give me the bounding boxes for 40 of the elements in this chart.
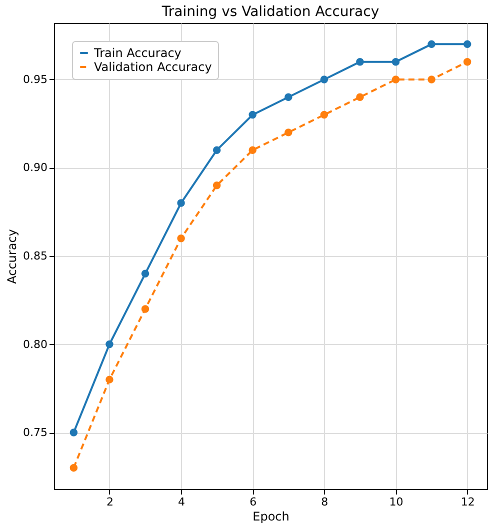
point [177,199,185,207]
point [284,128,292,136]
x-tick-label: 10 [389,496,404,508]
y-tick-label: 0.80 [23,338,48,351]
chart-title: Training vs Validation Accuracy [160,4,380,20]
point [392,76,400,84]
x-tick-label: 6 [250,496,257,508]
point [141,305,150,313]
point [463,58,472,66]
point [392,58,400,66]
point [177,234,185,242]
x-tick-label: 2 [106,496,114,508]
point [428,76,436,84]
x-tick-label: 12 [460,496,475,508]
x-tick-label: 4 [178,496,186,508]
point [248,110,256,119]
y-tick-label: 0.90 [23,161,48,174]
point [320,76,328,84]
point [356,93,364,101]
point [463,40,472,48]
y-tick-label: 0.75 [23,426,48,440]
point [356,58,364,66]
point [141,270,150,278]
point [428,40,436,48]
point [106,376,114,384]
legend-label: Train Accuracy [93,46,182,60]
point [248,146,256,154]
y-tick-label: 0.95 [23,72,48,86]
x-axis-title: Epoch [252,510,290,524]
point [70,428,78,436]
y-axis-title: Accuracy [5,229,20,284]
legend-label: Validation Accuracy [94,60,212,74]
point [106,340,114,348]
point [284,93,292,101]
x-tick-label: 8 [321,496,328,508]
point [320,110,328,119]
point [212,182,221,190]
point [70,464,78,472]
y-tick-label: 0.85 [23,250,48,262]
point [212,146,221,154]
